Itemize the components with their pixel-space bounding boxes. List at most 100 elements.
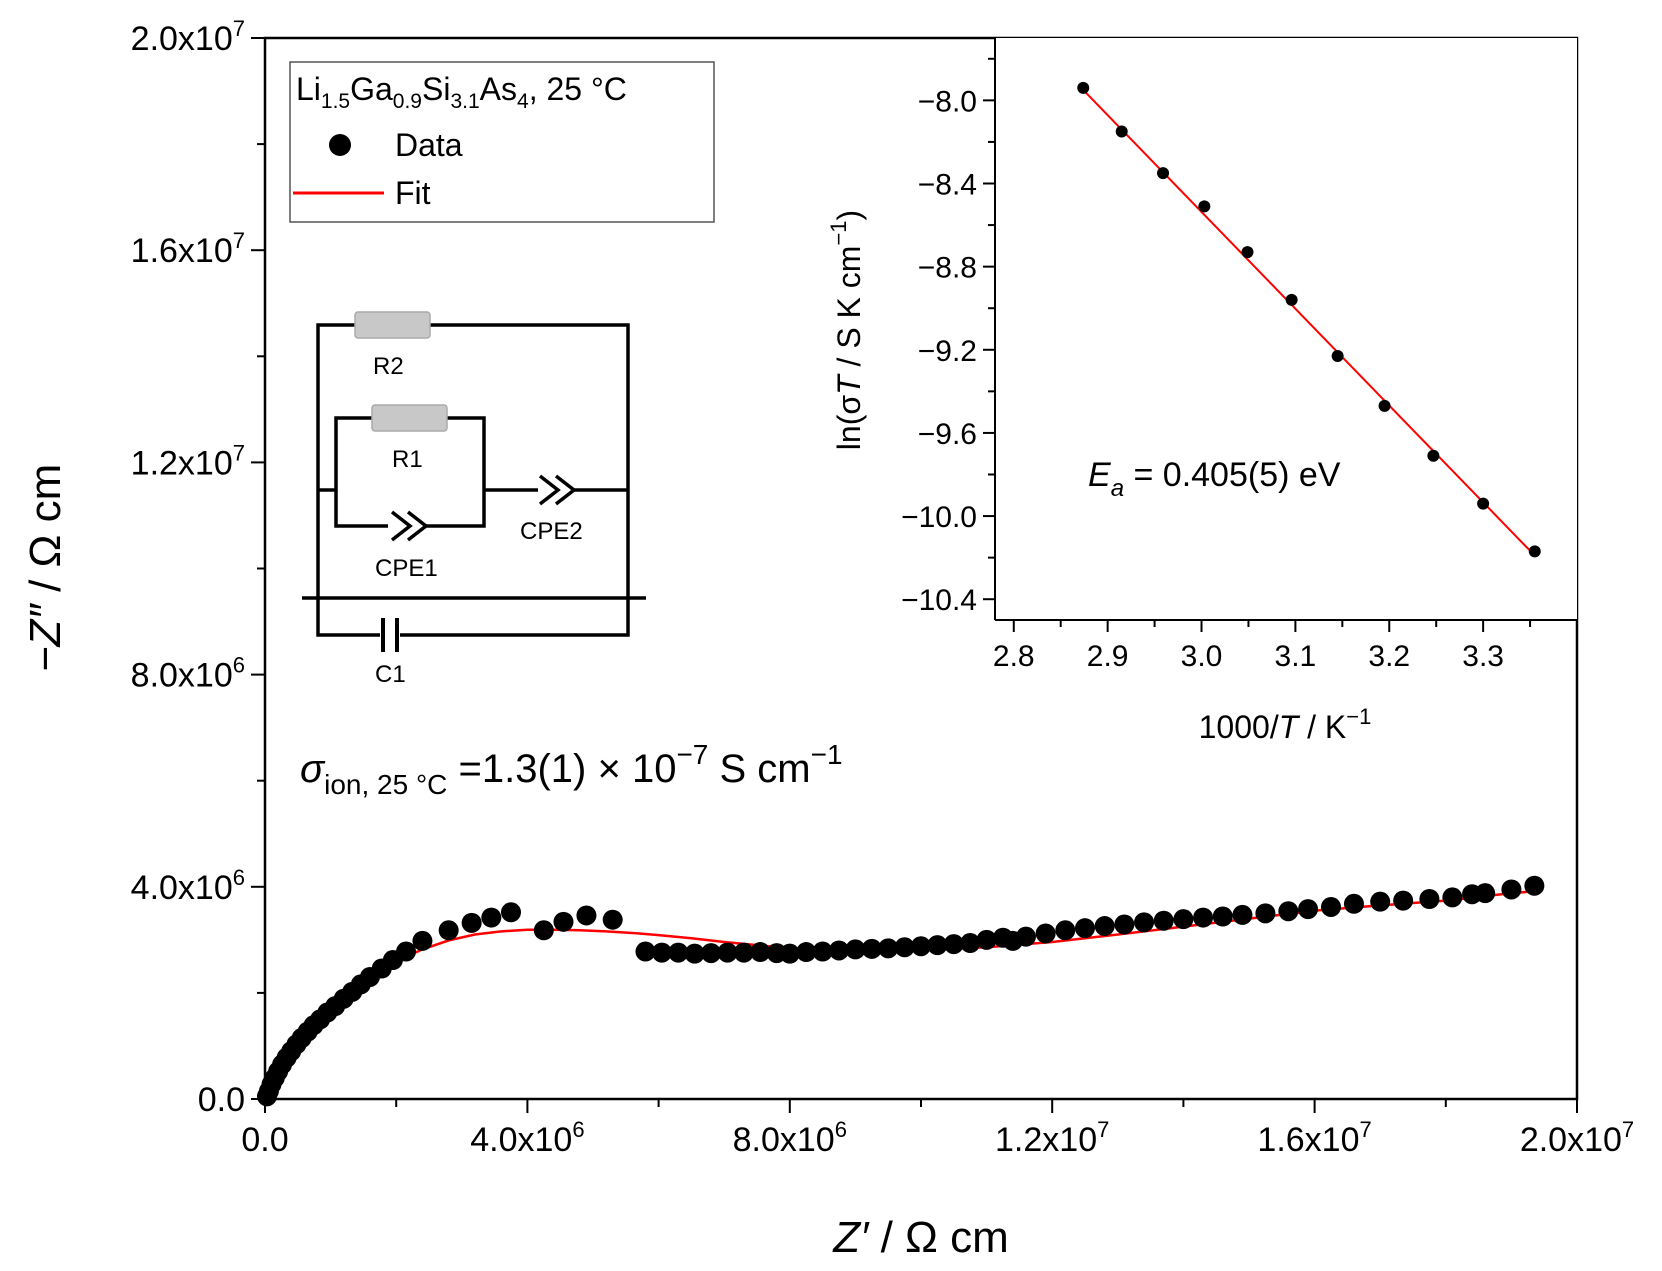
main-data-point: [878, 938, 899, 959]
activation-energy-annotation: Ea = 0.405(5) eV: [1088, 456, 1341, 502]
main-data-point: [1153, 910, 1174, 931]
circuit-label-r2: R2: [373, 353, 404, 380]
inset-x-tick-label: 2.9: [1087, 640, 1129, 673]
inset-y-tick-label: −8.0: [918, 85, 977, 118]
main-data-point: [651, 942, 672, 963]
inset-arrhenius-plot: 2.8 2.9 3.0 3.1 3.2 3.3 −8.0 −8.4 −8.8 −9.2 −9.6 −1…: [826, 38, 1577, 745]
main-data-point: [1393, 890, 1414, 911]
main-fit-series: [263, 889, 1538, 1100]
inset-y-tick-label: −8.4: [918, 169, 977, 202]
main-data-point: [1419, 889, 1440, 910]
main-data-point: [943, 934, 964, 955]
cpe1-element-a: [390, 510, 413, 542]
main-data-point: [1055, 920, 1076, 941]
circuit-label-c1: C1: [375, 661, 406, 688]
inset-y-tick-label: −9.2: [918, 335, 977, 368]
main-data-point: [1370, 891, 1391, 912]
inset-y-tick-label: −10.4: [901, 584, 977, 617]
inset-data-point: [1157, 167, 1170, 180]
main-data-point: [927, 935, 948, 956]
x-tick-label: 1.6x107: [1257, 1117, 1371, 1159]
main-fit-line: [263, 889, 1538, 1100]
inset-fit-series: [1082, 89, 1536, 557]
inset-x-tick-label: 3.2: [1368, 640, 1410, 673]
main-data-point: [396, 941, 417, 962]
main-data-point: [960, 933, 981, 954]
inset-x-axis-title: 1000/T / K−1: [1199, 704, 1372, 745]
main-data-point: [1173, 909, 1194, 930]
y-tick-label: 2.0x107: [131, 16, 245, 58]
equivalent-circuit-diagram: [302, 311, 646, 652]
main-data-point: [750, 942, 771, 963]
inset-fit-line: [1082, 89, 1536, 557]
y-tick-label: 8.0x106: [131, 653, 245, 695]
main-data-point: [1343, 893, 1364, 914]
circuit-label-cpe1: CPE1: [375, 555, 438, 582]
inset-y-axis-title: ln(σT / S K cm−1): [826, 210, 867, 450]
main-data-point: [717, 942, 738, 963]
main-data-point: [461, 912, 482, 933]
main-data-point: [845, 939, 866, 960]
inset-x-tick-label: 3.1: [1275, 640, 1317, 673]
main-data-point: [1094, 916, 1115, 937]
main-data-point: [553, 911, 574, 932]
circuit-label-r1: R1: [392, 446, 423, 473]
inset-y-tick-label: −8.8: [918, 252, 977, 285]
main-data-series: [256, 875, 1545, 1107]
inset-data-point: [1378, 399, 1391, 412]
x-tick-label: 4.0x106: [470, 1117, 584, 1159]
y-tick-label: 4.0x106: [131, 865, 245, 907]
main-data-point: [576, 905, 597, 926]
inset-data-point: [1241, 246, 1254, 259]
inset-axis-ticks: [983, 57, 1532, 632]
main-data-point: [733, 942, 754, 963]
main-data-point: [438, 920, 459, 941]
main-data-point: [533, 920, 554, 941]
main-data-point: [976, 929, 997, 950]
inset-y-tick-label: −9.6: [918, 418, 977, 451]
main-x-axis-title: Z′ / Ω cm: [832, 1213, 1009, 1262]
main-data-point: [481, 907, 502, 928]
cpe2-element-a: [538, 474, 561, 506]
circuit-wire-cpe1-right: [426, 490, 486, 528]
main-data-point: [412, 930, 433, 951]
inset-y-tick-label: −10.0: [901, 501, 977, 534]
inset-data-point: [1115, 125, 1128, 138]
main-data-point: [911, 936, 931, 957]
main-data-point: [684, 943, 705, 964]
y-tick-label: 1.6x107: [131, 228, 245, 270]
main-data-point: [1255, 903, 1276, 924]
circuit-wire-cpe1-left: [334, 490, 388, 528]
main-data-point: [796, 942, 817, 963]
inset-axis-tick-labels: 2.8 2.9 3.0 3.1 3.2 3.3 −8.0 −8.4 −8.8 −9.2 −9.6 −1…: [901, 85, 1504, 673]
x-tick-label: 0.0: [241, 1121, 288, 1159]
inset-background: [995, 38, 1577, 620]
inset-data-point: [1528, 545, 1541, 558]
inset-data-point: [1477, 497, 1490, 510]
resistor-r1: [371, 404, 448, 432]
main-data-point: [779, 943, 800, 964]
main-axis-tick-labels: 0.0 4.0x106 8.0x106 1.2x107 1.6x107 2.0x107 0.…: [131, 16, 1635, 1159]
legend: Li1.5Ga0.9Si3.1As4, 25 °C Data Fit: [289, 61, 715, 223]
inset-data-point: [1331, 350, 1344, 363]
legend-data-marker: [329, 134, 351, 156]
main-data-point: [668, 942, 689, 963]
main-data-point: [1321, 896, 1341, 917]
conductivity-annotation: σion, 25 °C =1.3(1) × 10−7 S cm−1: [300, 739, 843, 800]
main-data-point: [1075, 918, 1095, 939]
x-tick-label: 1.2x107: [995, 1117, 1109, 1159]
main-y-axis-title: −Z″ / Ω cm: [21, 464, 70, 673]
main-data-point: [1114, 914, 1135, 935]
legend-fit-label: Fit: [395, 175, 431, 211]
main-data-point: [701, 943, 722, 964]
inset-x-tick-label: 3.0: [1181, 640, 1223, 673]
inset-data-point: [1427, 449, 1440, 462]
legend-data-label: Data: [395, 127, 463, 163]
inset-data-series: [1077, 81, 1541, 558]
inset-data-point: [1077, 81, 1090, 94]
y-tick-label: 0.0: [198, 1081, 245, 1119]
main-data-point: [1298, 899, 1319, 920]
circuit-label-cpe2: CPE2: [520, 518, 583, 545]
legend-title: Li1.5Ga0.9Si3.1As4, 25 °C: [296, 71, 627, 113]
